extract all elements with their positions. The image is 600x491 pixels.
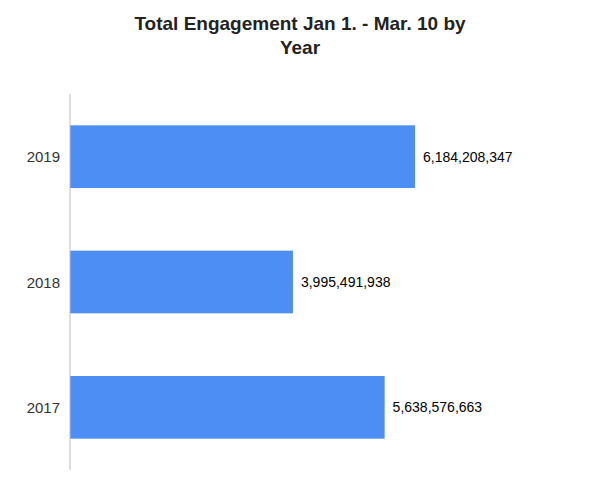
bar xyxy=(70,251,293,314)
data-labels: 6,184,208,347 3,995,491,938 5,638,576,663 xyxy=(301,149,513,416)
chart: Total Engagement Jan 1. - Mar. 10 byYear… xyxy=(0,0,600,491)
y-tick-label: 2018 xyxy=(27,274,60,291)
y-tick-label: 2017 xyxy=(27,399,60,416)
data-label: 3,995,491,938 xyxy=(301,274,391,290)
data-label: 6,184,208,347 xyxy=(423,149,513,165)
data-label: 5,638,576,663 xyxy=(393,399,483,415)
chart-container: Total Engagement Jan 1. - Mar. 10 byYear… xyxy=(0,0,600,491)
baseline xyxy=(70,94,71,470)
bar xyxy=(70,125,415,188)
bar xyxy=(70,376,385,439)
y-axis: 2019 2018 2017 xyxy=(27,148,60,416)
bars xyxy=(70,125,415,438)
title: Total Engagement Jan 1. - Mar. 10 byYear xyxy=(134,13,466,58)
y-tick-label: 2019 xyxy=(27,148,60,165)
